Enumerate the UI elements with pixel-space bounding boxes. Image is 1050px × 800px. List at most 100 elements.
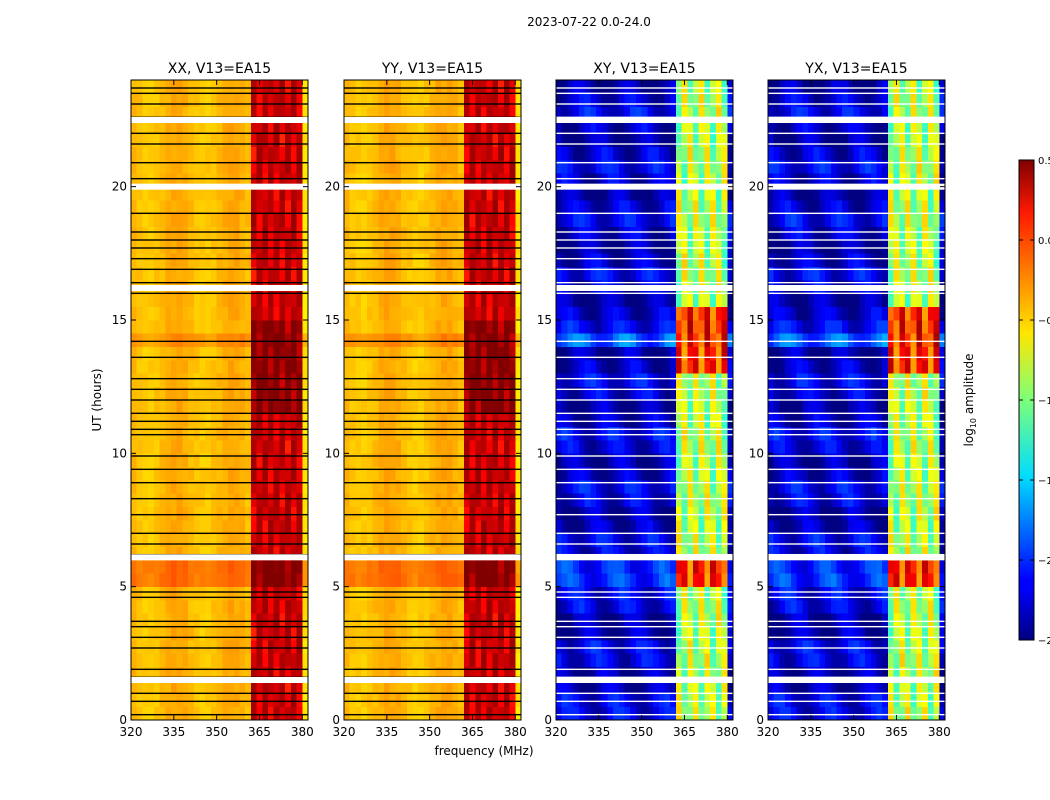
heatmap-cell <box>233 346 240 361</box>
heatmap-cell <box>296 306 303 321</box>
heatmap-cell <box>704 213 711 228</box>
heatmap-cell <box>344 186 351 201</box>
heatmap-cell <box>188 133 195 148</box>
heatmap-cell <box>693 400 700 414</box>
heatmap-cell <box>389 586 396 601</box>
heatmap-cell <box>618 360 625 374</box>
heatmap-cell <box>296 653 303 668</box>
heatmap-cell <box>556 160 563 174</box>
heatmap-cell <box>515 333 522 348</box>
heatmap-cell <box>273 546 280 561</box>
heatmap-cell <box>578 240 585 254</box>
heatmap-cell <box>675 600 683 614</box>
heatmap-cell <box>492 400 499 414</box>
heatmap-cell <box>182 440 189 454</box>
heatmap-cell <box>193 240 200 254</box>
heatmap-cell <box>406 80 413 94</box>
heatmap-cell <box>458 626 465 641</box>
heatmap-cell <box>653 680 660 694</box>
heatmap-cell <box>715 693 722 708</box>
heatmap-cell <box>401 253 408 268</box>
heatmap-cell <box>429 546 436 561</box>
heatmap-cell <box>561 453 568 468</box>
heatmap-cell <box>584 426 591 441</box>
heatmap-cell <box>641 120 648 134</box>
heatmap-cell <box>452 640 459 654</box>
heatmap-cell <box>188 320 195 334</box>
heatmap-cell <box>458 493 465 508</box>
heatmap-cell <box>372 253 379 268</box>
heatmap-cell <box>664 506 671 521</box>
heatmap-cell <box>279 360 286 374</box>
heatmap-cell <box>446 586 453 601</box>
heatmap-cell <box>595 293 603 308</box>
heatmap-cell <box>148 306 155 321</box>
heatmap-cell <box>193 320 200 334</box>
heatmap-cell <box>641 266 648 281</box>
heatmap-cell <box>188 226 195 241</box>
heatmap-cell <box>658 373 665 388</box>
heatmap-cell <box>641 360 648 374</box>
heatmap-cell <box>210 386 218 401</box>
heatmap-cell <box>222 560 229 574</box>
heatmap-cell <box>423 373 431 388</box>
heatmap-cell <box>458 546 465 561</box>
heatmap-cell <box>136 453 143 468</box>
heatmap-cell <box>647 266 654 281</box>
heatmap-cell <box>790 520 797 534</box>
heatmap-cell <box>268 186 275 201</box>
heatmap-cell <box>601 613 608 628</box>
heatmap-cell <box>658 480 665 494</box>
heatmap-cell <box>165 440 172 454</box>
heatmap-cell <box>199 480 206 494</box>
heatmap-cell <box>159 466 166 481</box>
heatmap-cell <box>498 586 505 601</box>
heatmap-cell <box>378 533 385 548</box>
heatmap-cell <box>233 120 240 134</box>
heatmap-cell <box>389 320 396 334</box>
heatmap-cell <box>687 400 694 414</box>
heatmap-cell <box>561 146 568 161</box>
heatmap-cell <box>182 333 189 348</box>
heatmap-cell <box>681 386 688 401</box>
heatmap-cell <box>503 360 510 374</box>
heatmap-cell <box>256 240 263 254</box>
heatmap-cell <box>452 680 459 694</box>
flagged-row <box>131 247 308 249</box>
heatmap-cell <box>486 480 493 494</box>
heatmap-cell <box>498 466 505 481</box>
heatmap-cell <box>290 626 297 641</box>
heatmap-cell <box>378 306 385 321</box>
heatmap-cell <box>210 400 218 414</box>
heatmap-cell <box>256 320 263 334</box>
heatmap-cell <box>383 506 391 521</box>
heatmap-cell <box>210 706 218 721</box>
heatmap-cell <box>635 613 643 628</box>
heatmap-cell <box>687 546 694 561</box>
heatmap-cell <box>418 520 425 534</box>
heatmap-cell <box>302 93 309 108</box>
heatmap-cell <box>159 213 166 228</box>
heatmap-cell <box>641 213 648 228</box>
heatmap-cell <box>653 306 660 321</box>
heatmap-cell <box>635 93 643 108</box>
heatmap-cell <box>279 93 286 108</box>
heatmap-cell <box>475 133 482 148</box>
heatmap-cell <box>159 626 166 641</box>
heatmap-cell <box>653 373 660 388</box>
heatmap-cell <box>704 320 711 334</box>
heatmap-cell <box>469 160 476 174</box>
heatmap-cell <box>503 93 510 108</box>
heatmap-cell <box>153 200 160 214</box>
heatmap-cell <box>256 253 263 268</box>
heatmap-cell <box>222 640 229 654</box>
heatmap-cell <box>790 600 797 614</box>
heatmap-cell <box>595 680 603 694</box>
heatmap-cell <box>245 346 252 361</box>
panel-title: XX, V13=EA15 <box>168 61 271 77</box>
heatmap-cell <box>681 360 688 374</box>
heatmap-cell <box>182 493 189 508</box>
heatmap-cell <box>469 306 476 321</box>
heatmap-cell <box>785 586 792 601</box>
heatmap-cell <box>372 120 379 134</box>
